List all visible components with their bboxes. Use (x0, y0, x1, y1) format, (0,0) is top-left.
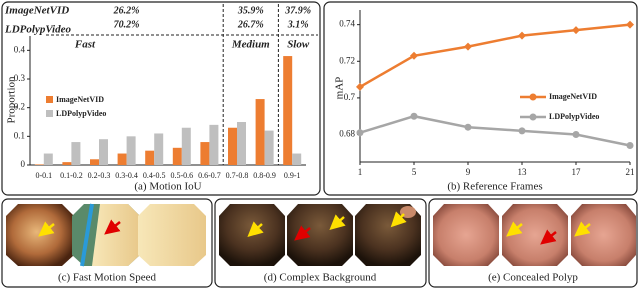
marker (356, 82, 364, 91)
y-tick-label: 0 (21, 159, 26, 169)
x-tick-label: 0.5-0.6 (170, 171, 193, 180)
legend-label: ImageNetVID (56, 95, 104, 104)
legend-label: LDPolypVideo (56, 109, 106, 118)
series-tag: ImageNetVID (4, 5, 69, 17)
bar (145, 150, 155, 165)
bar (209, 124, 219, 165)
bar (237, 122, 246, 165)
bar (117, 153, 127, 165)
marker (356, 129, 364, 137)
panel-b (323, 1, 638, 196)
legend-marker (529, 93, 537, 101)
bar (62, 162, 72, 165)
x-axis-title: (a) Motion IoU (134, 181, 201, 193)
marker (518, 127, 526, 135)
y-tick-label: 0.4 (14, 44, 26, 54)
bar (181, 127, 191, 165)
images-c (6, 203, 206, 267)
annotation-label: Slow (287, 39, 310, 51)
bar (71, 142, 81, 165)
y-tick-label: 0.2 (14, 102, 25, 112)
series-line (359, 23, 631, 88)
x-tick-label: 5 (412, 167, 417, 177)
caption: (e) Concealed Polyp (488, 272, 578, 284)
x-tick-label: 0.8-0.9 (253, 171, 276, 180)
marker (410, 112, 418, 120)
x-tick-label: 0.9-1 (284, 171, 301, 180)
panel-e (428, 198, 638, 288)
x-tick-label: 0-0.1 (35, 171, 52, 180)
bar (154, 133, 164, 165)
marker (410, 51, 418, 60)
marker (518, 31, 526, 40)
x-tick-label: 0.7-0.8 (226, 171, 249, 180)
legend-marker (529, 113, 537, 121)
x-tick-label: 0.1-0.2 (60, 171, 83, 180)
bar (172, 147, 182, 165)
y-tick-label: 0.7 (344, 92, 356, 102)
annotation-value: 26.2% (113, 5, 140, 16)
annotation-value: 3.1% (287, 19, 309, 30)
x-tick-label: 1 (358, 167, 363, 177)
bar (228, 127, 237, 165)
x-tick-label: 13 (518, 167, 528, 177)
bar (126, 136, 136, 165)
bar (43, 153, 53, 165)
marker (464, 42, 472, 51)
y-tick-label: 0.3 (14, 73, 26, 83)
bar (99, 139, 108, 165)
annotation-label: Medium (231, 39, 270, 51)
x-tick-label: 17 (572, 167, 582, 177)
annotation-value: 70.2% (114, 19, 140, 30)
x-axis-title: (b) Reference Frames (447, 181, 542, 193)
annotation-label: Fast (74, 39, 96, 51)
x-tick-label: 0.6-0.7 (198, 171, 221, 180)
x-tick-label: 21 (626, 167, 635, 177)
marker (572, 26, 580, 35)
bar (255, 99, 265, 165)
x-tick-label: 0.2-0.3 (88, 171, 111, 180)
x-tick-label: 0.3-0.4 (115, 171, 138, 180)
marker (626, 20, 634, 29)
caption: (d) Complex Background (264, 272, 377, 284)
y-tick-label: 0.72 (339, 55, 355, 65)
x-tick-label: 9 (466, 167, 471, 177)
marker (464, 123, 472, 131)
bar (292, 153, 302, 165)
x-tick-label: 0.4-0.5 (143, 171, 166, 180)
legend-label: ImageNetVID (549, 92, 597, 101)
y-axis-title: mAP (334, 77, 346, 100)
marker (626, 142, 634, 150)
panel-a (1, 1, 321, 196)
bar (283, 56, 293, 165)
series-line (359, 114, 631, 147)
legend-swatch (46, 96, 53, 103)
images-e (433, 204, 636, 266)
bar (264, 130, 274, 165)
annotation-value: 37.9% (284, 5, 311, 16)
bar (200, 142, 210, 165)
legend-swatch (46, 110, 53, 117)
y-tick-label: 0.68 (339, 129, 355, 139)
caption: (c) Fast Motion Speed (58, 272, 157, 284)
y-tick-label: 0.74 (339, 19, 355, 29)
images-d (219, 204, 421, 266)
marker (572, 131, 580, 139)
bar (34, 164, 44, 165)
bar (90, 159, 99, 165)
annotation-value: 26.7% (237, 19, 264, 30)
series-tag: LDPolypVideo (4, 24, 71, 36)
y-tick-label: 0.1 (14, 130, 25, 140)
panel-c (1, 198, 213, 288)
y-axis-title: Proportion (6, 76, 18, 124)
annotation-value: 35.9% (237, 5, 264, 16)
legend-label: LDPolypVideo (549, 112, 599, 121)
panel-d (214, 198, 427, 288)
